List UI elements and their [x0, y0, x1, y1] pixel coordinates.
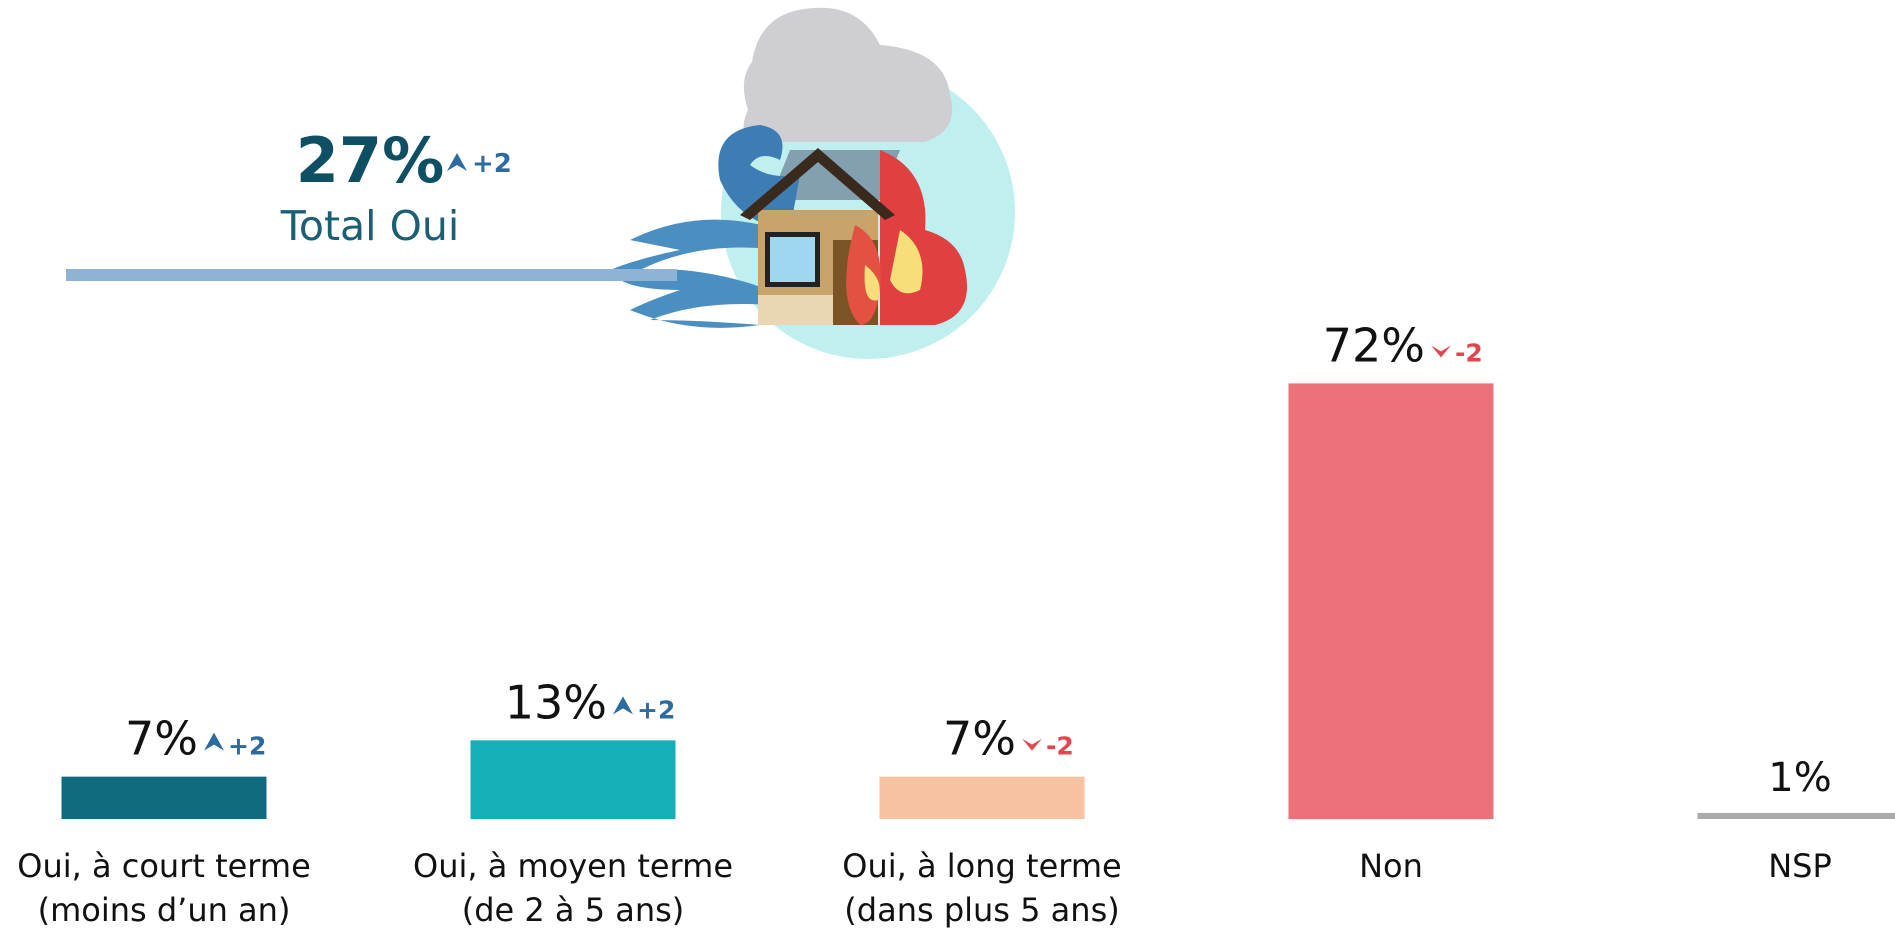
total-label: Total Oui: [280, 202, 459, 250]
change-label: +2: [637, 695, 675, 724]
category-label: Oui, à long terme: [842, 847, 1121, 885]
trend-arrow: [204, 733, 224, 751]
category-label: (de 2 à 5 ans): [462, 891, 685, 929]
category-label: Oui, à court terme: [17, 847, 311, 885]
bar: [471, 740, 676, 819]
category-label: Oui, à moyen terme: [413, 847, 733, 885]
change-label: -2: [1046, 732, 1074, 761]
total-change-label: +2: [472, 149, 512, 179]
value-label: 13%: [505, 675, 607, 729]
chart: 27% +2 Total Oui 7% +2 Oui, à court terme (…: [0, 0, 1895, 929]
bar: [880, 777, 1085, 819]
trend-arrow: [1022, 739, 1042, 751]
category-label: (dans plus 5 ans): [844, 891, 1119, 929]
trend-arrow: [613, 696, 633, 714]
value-label: 1%: [1768, 755, 1831, 801]
total-value-label: 27%: [296, 124, 444, 197]
bar: [1289, 383, 1494, 819]
value-label: 7%: [125, 712, 198, 766]
total-trend-arrow: [447, 153, 467, 171]
bar: [1698, 813, 1895, 819]
value-label: 7%: [943, 712, 1016, 766]
change-label: +2: [228, 732, 266, 761]
change-label: -2: [1455, 338, 1483, 367]
illustration: [66, 8, 1015, 359]
category-label: Non: [1359, 847, 1423, 885]
trend-arrow: [1431, 345, 1451, 357]
page: 27% +2 Total Oui 7% +2 Oui, à court terme (…: [0, 0, 1895, 929]
category-label: (moins d’un an): [38, 891, 291, 929]
value-label: 72%: [1323, 318, 1425, 372]
category-label: NSP: [1768, 847, 1832, 885]
bar: [62, 777, 267, 819]
